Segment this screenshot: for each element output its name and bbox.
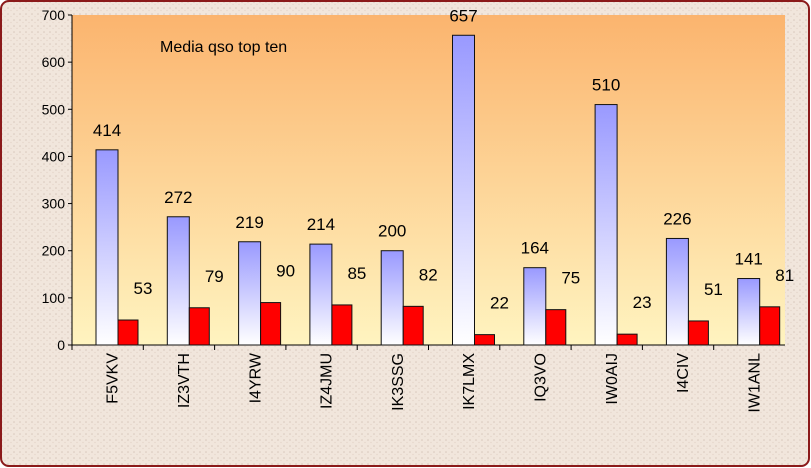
value-label: 85 <box>347 264 366 283</box>
value-label: 219 <box>235 213 263 232</box>
value-label: 53 <box>134 279 153 298</box>
value-label: 141 <box>735 250 763 269</box>
bar <box>759 306 781 346</box>
x-tick-label: I4YRW <box>247 352 264 403</box>
value-label: 414 <box>93 121 121 140</box>
value-label: 79 <box>205 267 224 286</box>
bar <box>188 307 210 346</box>
x-tick-label: IW1ANL <box>746 353 763 413</box>
value-label: 81 <box>775 266 794 285</box>
bar <box>95 149 119 346</box>
y-tick-label: 300 <box>42 196 66 212</box>
value-label: 22 <box>490 294 509 313</box>
bar <box>594 104 618 346</box>
value-label: 82 <box>419 265 438 284</box>
bar <box>331 304 353 346</box>
bar <box>166 216 190 346</box>
bar <box>523 267 547 346</box>
bar <box>687 320 709 346</box>
bar <box>616 333 638 346</box>
x-tick-label: IZ3VTH <box>176 353 193 408</box>
value-label: 200 <box>378 222 406 241</box>
bar <box>260 302 282 346</box>
value-label: 90 <box>276 262 295 281</box>
x-tick-label: IQ3VO <box>532 353 549 402</box>
value-label: 657 <box>449 6 477 25</box>
y-tick-label: 500 <box>42 101 66 117</box>
value-label: 214 <box>307 215 335 234</box>
value-label: 226 <box>663 209 691 228</box>
value-label: 272 <box>164 188 192 207</box>
bar <box>545 309 567 346</box>
x-tick-label: I4CIV <box>675 353 692 393</box>
bar <box>737 278 761 346</box>
value-label: 510 <box>592 76 620 95</box>
x-tick-label: IZ4JMU <box>319 353 336 409</box>
bar <box>380 250 404 346</box>
y-tick-label: 0 <box>57 337 65 353</box>
y-tick-label: 200 <box>42 243 66 259</box>
x-tick-label: IK3SSG <box>390 353 407 411</box>
value-label: 51 <box>704 280 723 299</box>
y-tick-label: 400 <box>42 148 66 164</box>
x-tick-label: F5VKV <box>105 353 122 404</box>
x-tick-label: IK7LMX <box>461 353 478 410</box>
value-label: 23 <box>633 293 652 312</box>
x-tick-label: IW0AIJ <box>604 353 621 405</box>
bar <box>309 243 333 346</box>
y-tick-label: 100 <box>42 290 66 306</box>
chart-title: Media qso top ten <box>160 39 287 56</box>
y-tick-label: 700 <box>42 7 66 23</box>
bar <box>117 319 139 346</box>
value-label: 75 <box>561 269 580 288</box>
bar <box>238 241 262 346</box>
bar <box>665 237 689 346</box>
bar <box>452 34 475 346</box>
bar <box>402 305 424 346</box>
value-label: 164 <box>521 239 549 258</box>
y-tick-label: 600 <box>42 54 66 70</box>
bar <box>474 334 495 346</box>
